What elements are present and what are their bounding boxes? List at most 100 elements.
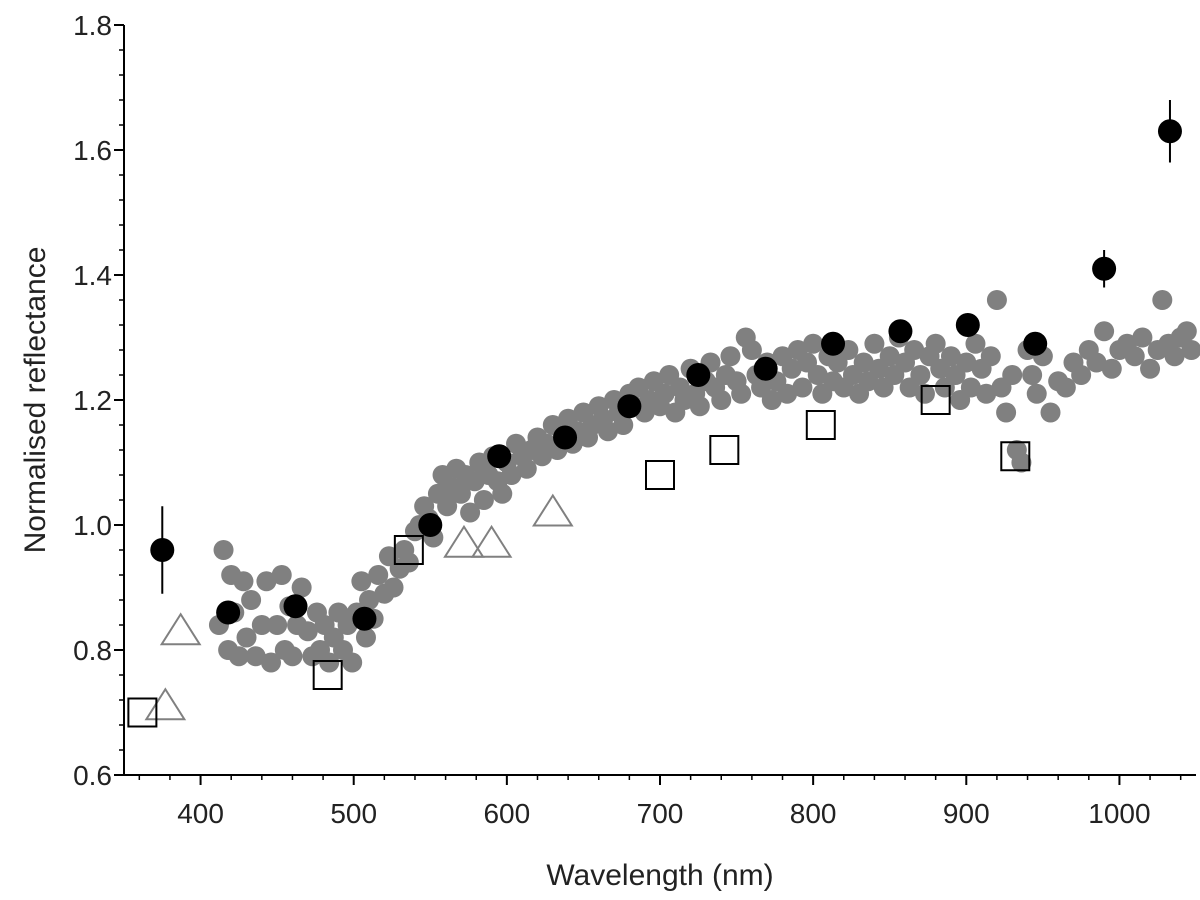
x-tick-label: 400 xyxy=(177,798,224,829)
open-square-points xyxy=(127,385,1031,728)
triangle-point xyxy=(159,612,202,646)
x-tick-label: 600 xyxy=(483,798,530,829)
black-point xyxy=(955,313,980,337)
gray-spectrum-points xyxy=(208,290,1200,673)
black-point xyxy=(487,444,512,469)
black-point xyxy=(753,356,778,381)
gray-point xyxy=(1152,290,1173,310)
gray-point xyxy=(383,577,404,598)
x-tick-label: 500 xyxy=(330,798,377,829)
gray-point xyxy=(853,352,874,373)
y-tick-label: 1.8 xyxy=(73,10,112,41)
gray-point xyxy=(1140,358,1161,379)
gray-point xyxy=(297,621,318,642)
x-tick-label: 800 xyxy=(790,798,837,829)
gray-point xyxy=(597,421,618,442)
gray-point xyxy=(879,346,900,367)
triangle-point xyxy=(531,493,574,527)
black-point xyxy=(1092,256,1117,281)
gray-point xyxy=(516,458,537,479)
ticks: 400 500 600 700 800 900 1000 0.6 0.8 1.0 1.2 1.4 1.6… xyxy=(73,10,1182,829)
y-tick-label: 0.8 xyxy=(73,635,112,666)
gray-point xyxy=(940,346,961,367)
square-point xyxy=(709,435,740,465)
gray-point xyxy=(1071,365,1092,385)
triangle-point xyxy=(470,524,513,558)
gray-point xyxy=(761,390,782,410)
square-point xyxy=(127,697,158,728)
black-point xyxy=(686,363,711,387)
gray-point xyxy=(291,577,312,598)
gray-point xyxy=(720,346,741,367)
gray-point xyxy=(355,627,376,648)
y-axis-title: Normalised reflectance xyxy=(19,247,52,554)
square-point xyxy=(805,410,836,440)
gray-point xyxy=(1026,383,1047,404)
gray-point xyxy=(267,615,288,635)
y-tick-label: 1.2 xyxy=(73,385,112,416)
gray-point xyxy=(654,383,675,404)
black-point xyxy=(150,538,175,562)
gray-point xyxy=(741,340,762,360)
gray-point xyxy=(236,627,257,648)
gray-point xyxy=(1055,377,1076,398)
gray-point xyxy=(965,333,986,354)
gray-point xyxy=(241,590,262,610)
gray-point xyxy=(914,383,935,404)
black-point xyxy=(352,606,377,631)
y-tick-label: 1.4 xyxy=(73,260,112,291)
gray-point xyxy=(1124,346,1145,367)
gray-point xyxy=(803,333,824,354)
gray-point xyxy=(228,646,249,667)
gray-point xyxy=(271,565,292,585)
square-point xyxy=(312,660,343,690)
gray-point xyxy=(261,652,282,673)
gray-point xyxy=(1181,340,1200,360)
black-point xyxy=(216,600,241,625)
gray-point xyxy=(910,365,931,385)
gray-point xyxy=(1164,346,1185,367)
x-tick-label: 700 xyxy=(637,798,684,829)
gray-point xyxy=(996,402,1017,423)
black-point xyxy=(418,513,443,537)
gray-point xyxy=(980,346,1001,367)
gray-point xyxy=(398,552,419,573)
gray-point xyxy=(777,383,798,404)
black-point xyxy=(821,331,846,356)
gray-point xyxy=(1176,321,1197,342)
black-point xyxy=(1157,119,1182,144)
square-point xyxy=(1000,441,1031,472)
gray-point xyxy=(359,590,380,610)
gray-point xyxy=(233,571,254,592)
black-point xyxy=(1023,331,1048,356)
gray-point xyxy=(781,358,802,379)
gray-point xyxy=(613,415,634,435)
black-circle-points xyxy=(150,100,1182,631)
square-point xyxy=(645,460,675,490)
gray-point xyxy=(689,396,710,417)
gray-point xyxy=(256,571,277,592)
x-tick-label: 900 xyxy=(943,798,990,829)
gray-point xyxy=(213,540,234,560)
y-tick-label: 0.6 xyxy=(73,760,112,791)
gray-point xyxy=(251,615,272,635)
gray-point xyxy=(437,496,458,517)
gray-point xyxy=(1101,358,1122,379)
black-point xyxy=(283,594,308,619)
gray-point xyxy=(1086,352,1107,373)
gray-point xyxy=(956,352,977,373)
gray-point xyxy=(450,483,471,504)
gray-point xyxy=(351,571,372,592)
gray-point xyxy=(319,652,340,673)
gray-point xyxy=(368,565,389,585)
gray-point xyxy=(1011,452,1032,473)
square-point xyxy=(920,385,951,415)
gray-point xyxy=(986,290,1007,310)
gray-point xyxy=(1132,327,1153,348)
y-tick-label: 1.0 xyxy=(73,510,112,541)
gray-point xyxy=(925,333,946,354)
gray-point xyxy=(1094,321,1115,342)
square-point xyxy=(393,535,424,565)
